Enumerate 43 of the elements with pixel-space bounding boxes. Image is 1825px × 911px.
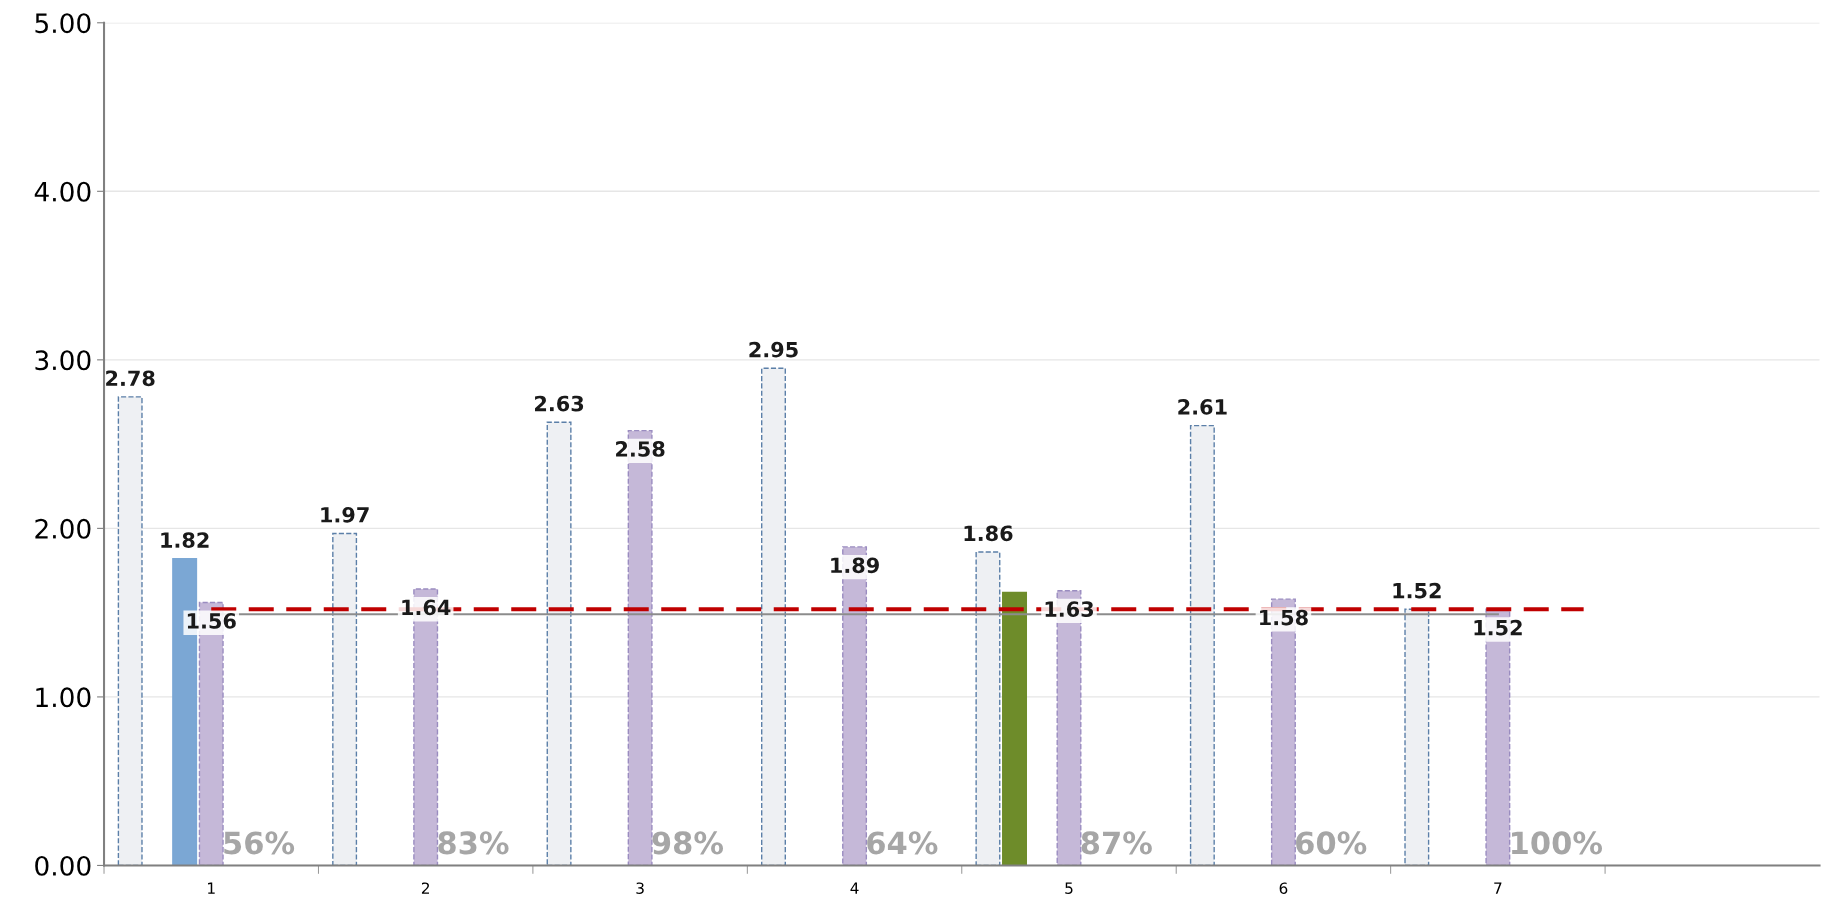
- bar: [761, 367, 786, 866]
- annotation: 98%: [652, 831, 724, 855]
- x-tick-label: 6: [1279, 882, 1288, 894]
- x-tick-label: 4: [850, 882, 859, 894]
- annotation: 64%: [867, 831, 938, 855]
- x-tick-label: 2: [421, 882, 430, 894]
- data-label: 1.58: [1260, 609, 1308, 626]
- bar: [546, 421, 572, 866]
- annotation: 87%: [1081, 831, 1152, 855]
- data-label: 1.97: [321, 506, 369, 523]
- data-label: 1.86: [964, 525, 1013, 542]
- x-tick-label: 7: [1494, 882, 1502, 894]
- y-tick-label: 3.00: [35, 350, 91, 371]
- data-label: 1.52: [1393, 582, 1441, 599]
- x-tick-label: 3: [636, 882, 644, 894]
- annotation: 60%: [1296, 831, 1367, 855]
- y-tick-label: 1.00: [36, 687, 91, 708]
- x-tick-label: 5: [1065, 882, 1073, 894]
- data-label: 2.63: [535, 395, 584, 412]
- data-label: 2.78: [106, 370, 155, 387]
- y-tick-label: 2.00: [35, 518, 91, 539]
- bar: [117, 396, 143, 866]
- x-tick-label: 1: [208, 882, 215, 894]
- data-label: 1.63: [1045, 601, 1094, 617]
- data-label: 2.95: [749, 341, 798, 358]
- bar: [332, 532, 358, 866]
- data-label: 2.61: [1178, 399, 1227, 415]
- bar: [1404, 608, 1430, 866]
- data-label: 1.89: [831, 557, 879, 574]
- data-label: 1.52: [1474, 619, 1522, 636]
- annotation: 56%: [224, 831, 295, 855]
- annotation: 83%: [438, 831, 509, 855]
- y-tick-label: 0.00: [35, 855, 91, 876]
- data-label: 1.82: [161, 532, 209, 548]
- data-label: 1.56: [187, 613, 236, 629]
- bar: [1189, 424, 1215, 866]
- y-tick-label: 5.00: [35, 13, 91, 34]
- bar: [975, 551, 1001, 866]
- bar: [1002, 591, 1028, 866]
- annotation: 100%: [1512, 831, 1603, 855]
- data-label: 1.64: [402, 599, 451, 616]
- data-label: 2.58: [616, 441, 665, 457]
- y-tick-label: 4.00: [34, 181, 91, 202]
